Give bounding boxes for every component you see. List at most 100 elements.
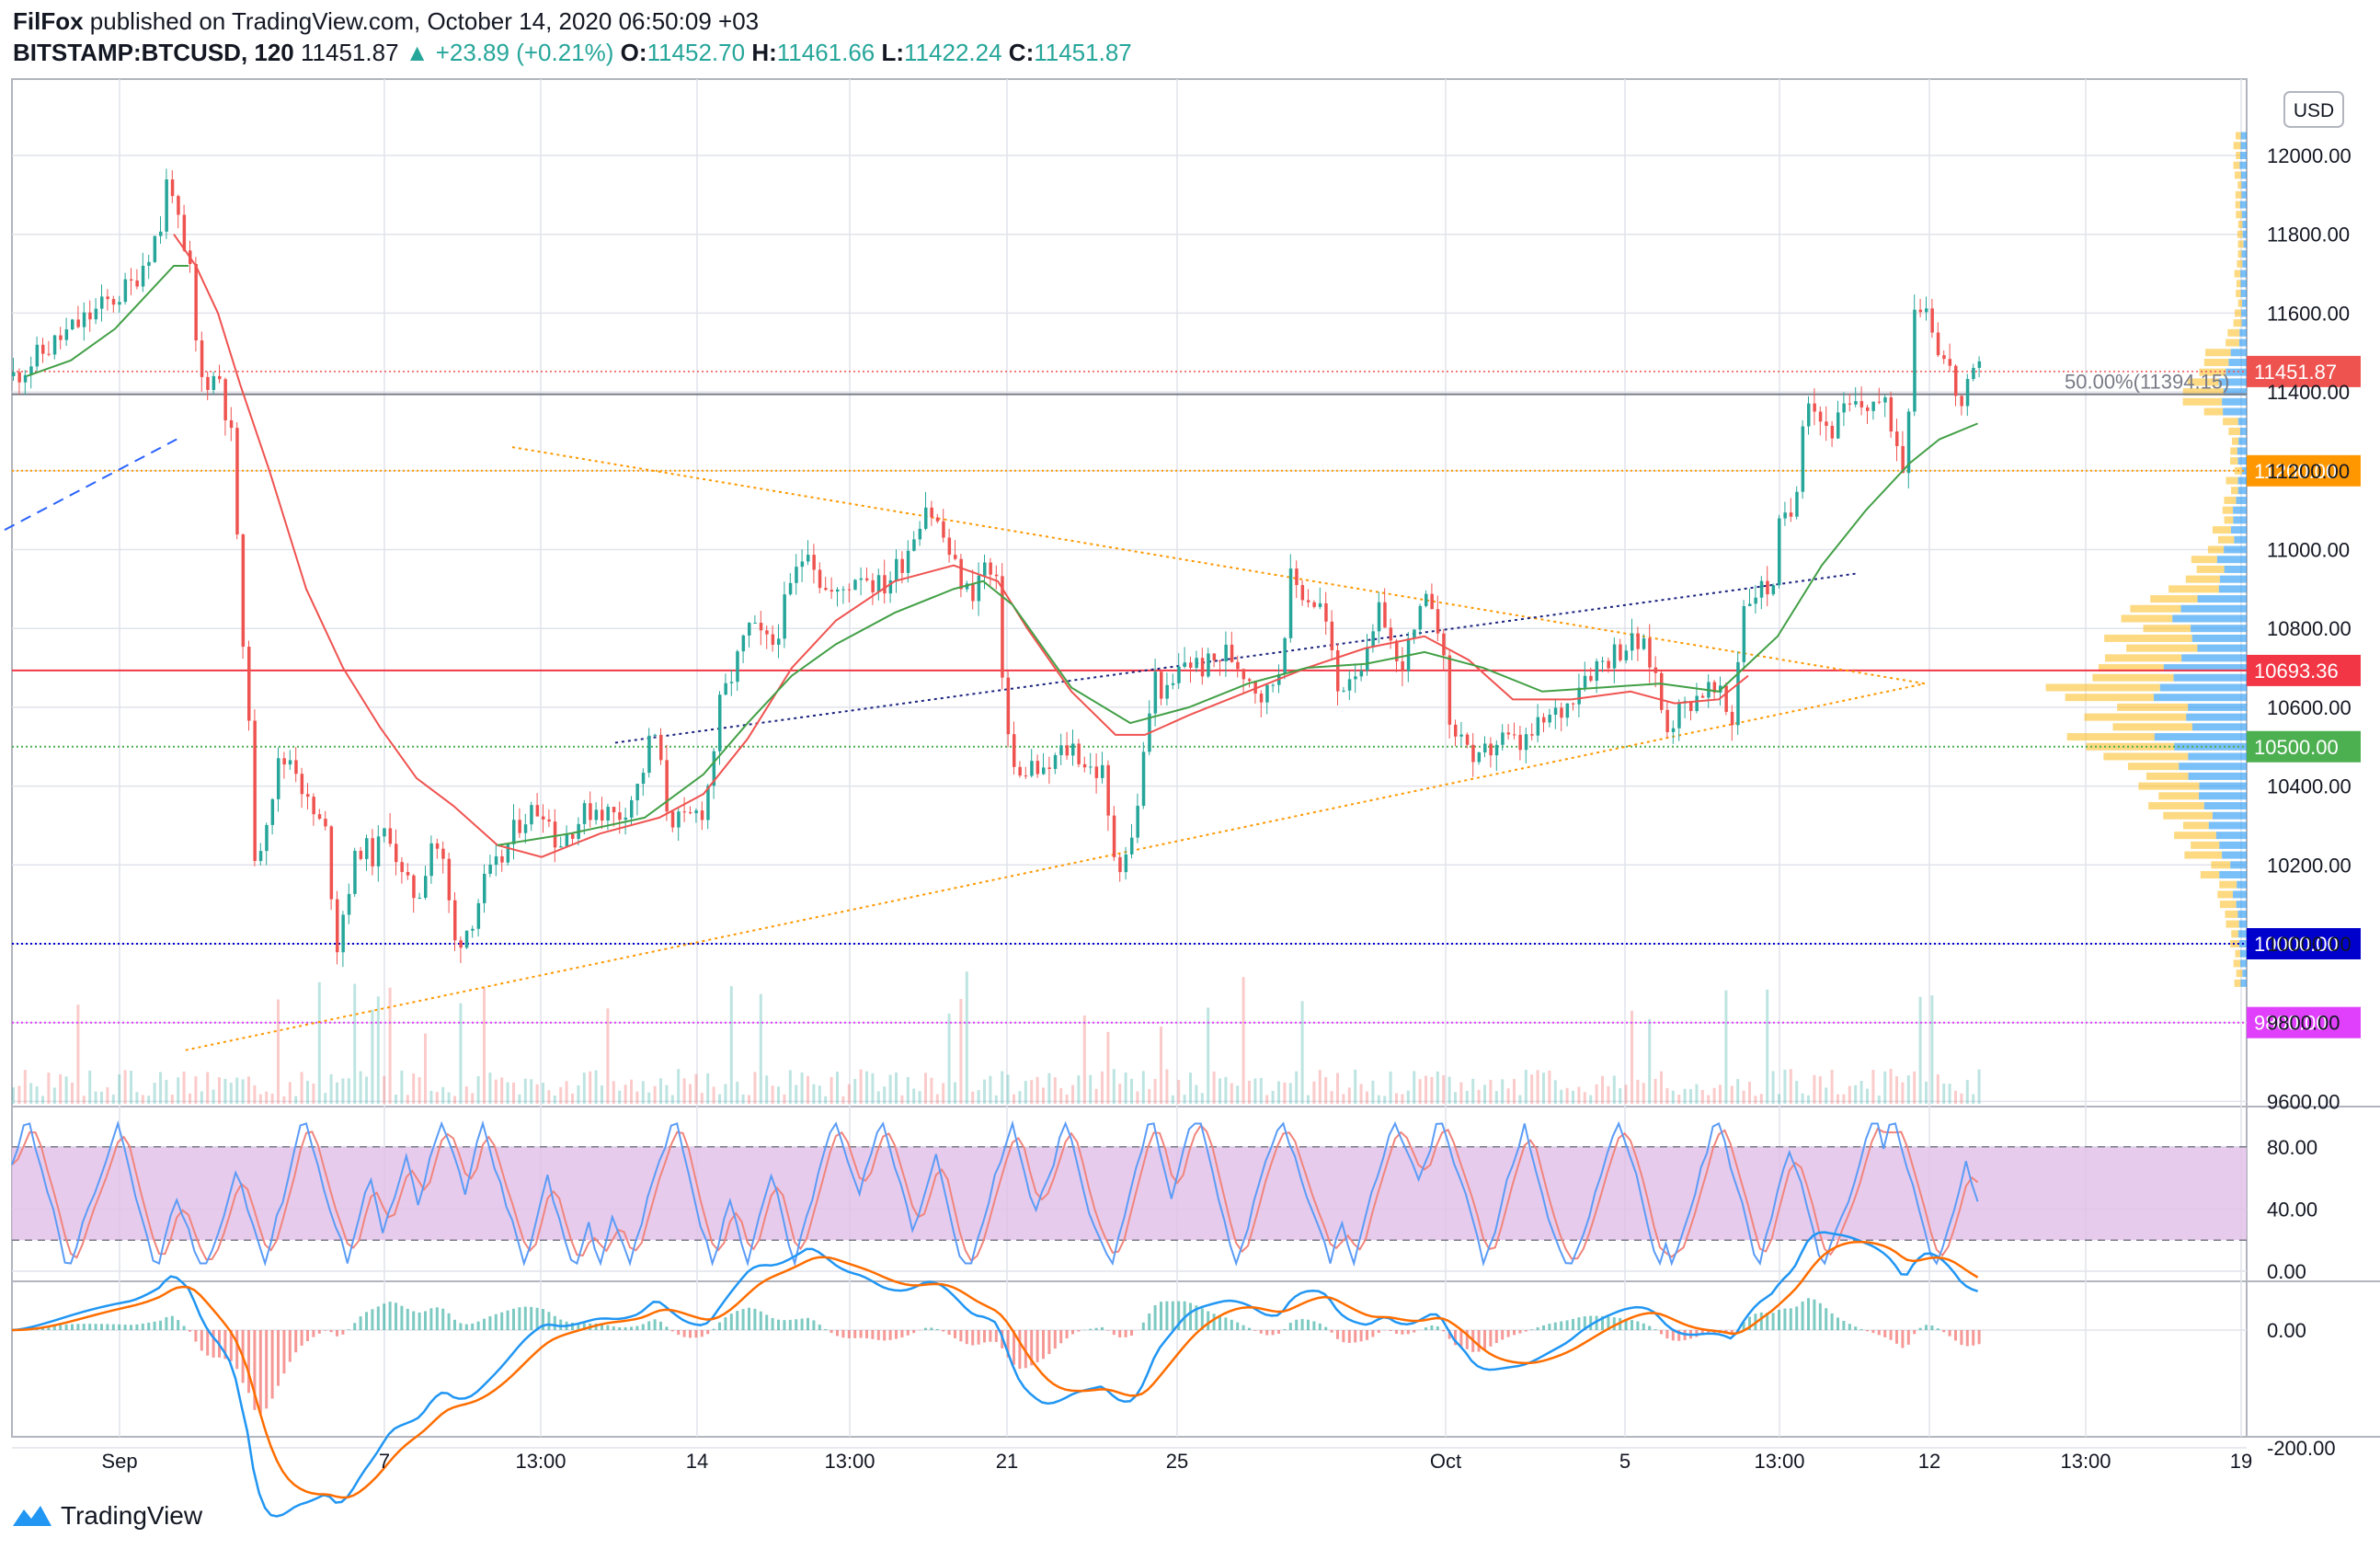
volume-bar [483, 987, 486, 1104]
volume-profile-buy-bar [2227, 328, 2240, 337]
tradingview-brand[interactable]: TradingView [11, 1497, 202, 1534]
volume-bar [371, 1009, 374, 1104]
macd-histogram-bar [535, 1307, 539, 1330]
volume-profile-sell-bar [2215, 832, 2247, 840]
candle-body [471, 928, 475, 931]
macd-histogram-bar [64, 1324, 68, 1330]
volume-bar [547, 1090, 551, 1104]
volume-bar [741, 1094, 745, 1104]
macd-histogram-bar [1859, 1328, 1863, 1330]
candle-body [1042, 767, 1046, 774]
candle-body [859, 578, 864, 580]
macd-histogram-bar [718, 1322, 721, 1330]
candle-body [807, 555, 810, 562]
change-up-icon: ▲ [405, 39, 429, 66]
candle-body [17, 372, 21, 383]
macd-histogram-bar [1518, 1330, 1522, 1334]
volume-profile-sell-bar [2236, 496, 2247, 504]
candle-body [1160, 671, 1163, 699]
macd-histogram-bar [547, 1312, 551, 1330]
candle-body [682, 811, 687, 813]
volume-bar [500, 1077, 504, 1104]
volume-bar [270, 1093, 274, 1104]
volume-bar [189, 1093, 191, 1104]
volume-bar [1024, 1081, 1027, 1104]
volume-bar [1030, 1080, 1034, 1104]
trend-lines[interactable] [4, 438, 1926, 1051]
volume-bar [682, 1078, 686, 1104]
author-name[interactable]: FilFox [13, 7, 84, 35]
candle-body [1359, 671, 1364, 677]
time-tick-label: 5 [1619, 1450, 1631, 1473]
candle-body [876, 575, 881, 592]
macd-histogram-bar [1177, 1301, 1181, 1330]
macd-histogram-bar [924, 1327, 927, 1330]
volume-profile-buy-bar [2065, 694, 2155, 702]
volume-bar [1560, 1089, 1563, 1104]
macd-histogram-bar [994, 1330, 998, 1342]
macd-histogram-bar [559, 1319, 563, 1330]
horizontal-levels[interactable]: 11200.00 10693.36 10500.00 10000.00 9800.00 1… [12, 355, 2361, 1038]
volume-profile-sell-bar [2173, 673, 2247, 682]
volume-profile-sell-bar [2230, 861, 2247, 869]
macd-histogram-bar [1283, 1329, 1287, 1330]
volume-bar [836, 1072, 839, 1104]
volume-profile-sell-bar [2154, 694, 2247, 702]
volume-bar [1430, 1076, 1434, 1104]
candle-body [270, 798, 275, 825]
volume-bar [689, 1084, 692, 1104]
symbol-name[interactable]: BITSTAMP:BTCUSD, 120 [13, 39, 294, 66]
horizontal-level-tag [2247, 654, 2361, 686]
candle-body [1560, 707, 1563, 718]
volume-bar [512, 1082, 515, 1104]
volume-profile-sell-bar [2212, 811, 2247, 820]
volume-bar [753, 1072, 757, 1104]
candle-body [1795, 491, 1799, 517]
macd-signal-line [11, 1240, 1979, 1499]
volume-bar [1401, 1094, 1404, 1104]
volume-bar [159, 1072, 162, 1104]
volume-bar [359, 1071, 362, 1104]
candle-body [1377, 602, 1381, 632]
horizontal-level-tag [2247, 1006, 2361, 1038]
volume-profile-sell-bar [2233, 506, 2247, 514]
macd-histogram-bar [912, 1330, 916, 1334]
volume-bar [1347, 1087, 1351, 1104]
volume-profile-buy-bar [2235, 190, 2242, 199]
candle-body [1830, 425, 1835, 439]
volume-profile-sell-bar [2240, 132, 2247, 140]
macd-histogram-bar [1918, 1327, 1922, 1330]
candle-body [1548, 714, 1551, 723]
volume-bar [1730, 1085, 1734, 1104]
macd-histogram-bar [959, 1330, 963, 1342]
macd-histogram-bar [270, 1330, 274, 1399]
candle-body [700, 810, 704, 820]
volume-bar [365, 1076, 368, 1104]
volume-bar [182, 1071, 186, 1104]
volume-profile-buy-bar [2230, 447, 2237, 455]
macd-histogram-bar [336, 1330, 338, 1337]
macd-histogram-bar [965, 1330, 968, 1345]
candle-body [464, 930, 469, 948]
macd-histogram-bar [341, 1330, 345, 1335]
macd-histogram-bar [1189, 1302, 1192, 1330]
candle-body [1936, 332, 1940, 356]
volume-profile-buy-bar [2138, 782, 2200, 790]
candle-body [1395, 640, 1399, 661]
macd-histogram-bar [1565, 1320, 1569, 1330]
candle-body [1925, 308, 1928, 313]
candle-body [1112, 815, 1116, 857]
volume-profile-buy-bar [2232, 437, 2239, 445]
volume-profile-buy-bar [2126, 644, 2198, 652]
candle-body [76, 319, 80, 327]
macd-histogram-bar [971, 1330, 975, 1346]
volume-profile-sell-bar [2237, 457, 2247, 465]
candle-body [1807, 403, 1811, 427]
currency-badge[interactable]: USD [2283, 91, 2344, 128]
macd-histogram-bar [1354, 1330, 1357, 1343]
volume-bar [1565, 1087, 1569, 1104]
volume-bar [1778, 1094, 1780, 1104]
candle-body [824, 588, 828, 591]
volume-profile-sell-bar [2224, 545, 2247, 554]
